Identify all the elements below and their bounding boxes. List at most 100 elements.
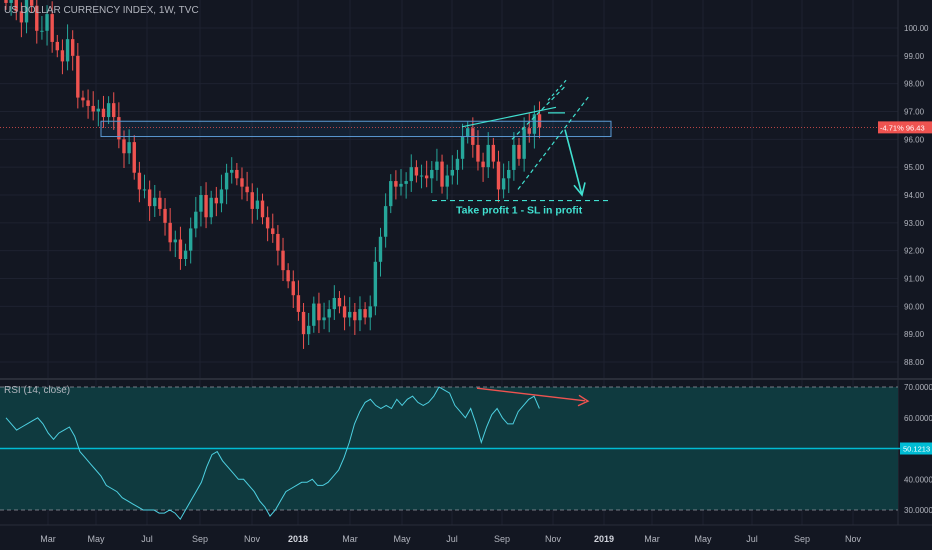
candle: [70, 39, 75, 56]
candle: [353, 311, 357, 321]
candle: [301, 311, 306, 335]
candle: [137, 172, 142, 190]
time-tick-label: Nov: [545, 534, 562, 544]
drop-arrow-head: [573, 182, 586, 197]
candle: [399, 183, 403, 187]
price-tick-label: 95.00: [904, 163, 925, 172]
candle: [86, 100, 90, 106]
candle: [517, 144, 521, 159]
candle: [230, 169, 234, 173]
candle: [532, 114, 537, 134]
price-tick-label: 98.00: [904, 80, 925, 89]
candle: [342, 306, 347, 318]
candle: [291, 281, 295, 296]
take-profit-label: Take profit 1 - SL in profit: [456, 205, 583, 217]
price-tick-label: 92.00: [904, 247, 925, 256]
candle: [55, 41, 59, 51]
candle: [60, 50, 65, 62]
candle: [281, 250, 285, 271]
candle: [81, 97, 85, 101]
rsi-badge: [900, 442, 932, 455]
time-tick-label: Jul: [746, 534, 758, 544]
candle: [14, 0, 18, 12]
price-badge-text: -4.71% 96.43: [880, 123, 925, 132]
candle: [424, 175, 429, 179]
candle: [327, 309, 331, 318]
price-tick-label: 88.00: [904, 358, 925, 367]
candle: [96, 108, 101, 112]
candle: [245, 186, 249, 193]
candle: [35, 5, 39, 31]
price-tick-label: 94.00: [904, 191, 925, 200]
candle: [383, 206, 388, 237]
candle: [527, 128, 531, 134]
candle: [127, 142, 131, 154]
candle: [378, 236, 383, 262]
candle: [214, 197, 219, 204]
candle: [147, 189, 152, 207]
candle: [368, 306, 372, 318]
price-tick-label: 89.00: [904, 330, 925, 339]
time-tick-label: Mar: [342, 534, 358, 544]
candle: [255, 200, 260, 209]
candle: [435, 161, 439, 170]
candle: [486, 144, 490, 168]
price-tick-label: 97.00: [904, 108, 925, 117]
candle: [183, 250, 188, 260]
time-tick-label: May: [694, 534, 712, 544]
candle: [389, 181, 393, 207]
candle: [522, 128, 526, 159]
candle: [235, 169, 239, 179]
rsi-title: RSI (14, close): [4, 385, 71, 396]
price-tick-label: 91.00: [904, 275, 925, 284]
chart-title: US DOLLAR CURRENCY INDEX, 1W, TVC: [4, 5, 199, 16]
candle: [188, 228, 193, 251]
time-tick-label: Mar: [644, 534, 660, 544]
candle: [481, 161, 485, 168]
time-tick-label: Nov: [244, 534, 261, 544]
candle: [158, 197, 162, 209]
candle: [445, 175, 449, 187]
candle: [430, 169, 434, 179]
rsi-tick-label: 40.0000: [904, 475, 932, 484]
divergence-arrow-head: [577, 394, 590, 407]
candle: [358, 309, 362, 321]
drop-arrow-shaft: [564, 129, 583, 196]
candle: [40, 30, 44, 32]
candle: [204, 195, 208, 218]
candle: [224, 172, 229, 190]
price-badge: [878, 121, 932, 134]
candle: [173, 239, 177, 243]
time-tick-label: Jul: [141, 534, 153, 544]
candle: [306, 325, 311, 335]
candle: [29, 0, 34, 6]
candle: [4, 0, 8, 3]
candle: [404, 181, 408, 184]
candle: [209, 197, 213, 218]
candle: [240, 178, 244, 187]
candle: [112, 103, 116, 118]
candle: [219, 189, 224, 204]
candle: [265, 217, 270, 229]
candle: [250, 192, 254, 209]
candle: [332, 297, 337, 310]
candle: [163, 208, 167, 223]
rsi-badge-text: 50.1213: [903, 445, 930, 454]
candle: [178, 239, 183, 260]
candle: [466, 128, 470, 137]
candle: [476, 144, 480, 162]
channel-upper: [511, 86, 566, 140]
time-tick-label: May: [393, 534, 411, 544]
candle: [460, 136, 465, 159]
time-tick-label: 2018: [288, 534, 308, 544]
candle: [322, 317, 326, 321]
candle: [414, 167, 419, 176]
rsi-tick-label: 30.0000: [904, 506, 932, 515]
time-tick-label: Mar: [40, 534, 56, 544]
candle: [501, 178, 506, 190]
candle: [45, 14, 49, 31]
candle: [419, 175, 424, 177]
price-tick-label: 93.00: [904, 219, 925, 228]
candle: [373, 261, 378, 307]
